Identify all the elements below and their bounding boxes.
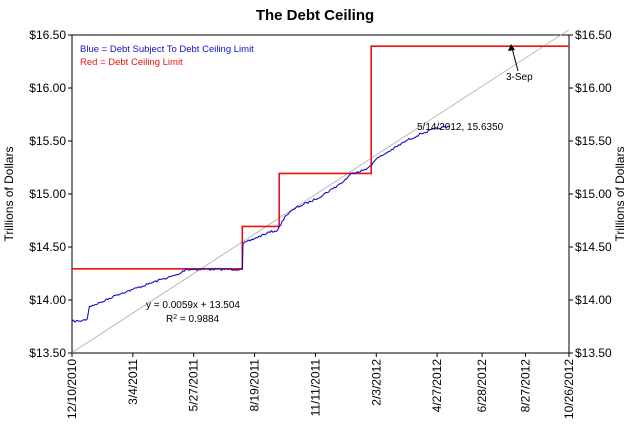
- y-tick-label-left: $16.00: [29, 81, 66, 95]
- debt-subject-to-limit-line: [71, 125, 450, 323]
- y-tick-label-left: $14.50: [29, 240, 66, 254]
- linear-trendline: [71, 29, 570, 353]
- x-tick-label: 12/10/2010: [65, 359, 79, 419]
- x-tick-label: 10/26/2012: [562, 359, 576, 419]
- x-tick-label: 6/28/2012: [475, 359, 489, 413]
- y-tick-label-right: $15.50: [575, 134, 612, 148]
- legend-entry-red: Red = Debt Ceiling Limit: [80, 57, 183, 68]
- x-axis: 12/10/2010 3/4/2011 5/27/2011 8/19/2011 11/1…: [65, 353, 576, 419]
- sep-annotation: 3-Sep: [506, 44, 533, 83]
- y-tick-label-right: $15.00: [575, 187, 612, 201]
- trend-equation-label: y = 0.0059x + 13.504: [146, 300, 240, 311]
- y-tick-label-right: $16.50: [575, 28, 612, 42]
- y-tick-label-right: $14.00: [575, 293, 612, 307]
- r-squared-value: = 0.9884: [177, 314, 219, 325]
- latest-point-label: 5/14/2012, 15.6350: [417, 122, 504, 133]
- y-tick-label-right: $16.00: [575, 81, 612, 95]
- legend: Blue = Debt Subject To Debt Ceiling Limi…: [80, 44, 254, 68]
- legend-entry-blue: Blue = Debt Subject To Debt Ceiling Limi…: [80, 44, 254, 55]
- chart-title: The Debt Ceiling: [256, 7, 374, 24]
- x-tick-label: 8/19/2011: [248, 359, 262, 412]
- y-tick-label-left: $14.00: [29, 293, 66, 307]
- y-axis-left: $13.50 $14.00 $14.50 $15.00 $15.50 $16.00 $16.…: [29, 28, 72, 360]
- y-tick-label-left: $15.50: [29, 134, 66, 148]
- r-squared-sup: 2: [173, 314, 177, 321]
- sep-arrow-head: [508, 44, 515, 51]
- x-tick-label: 5/27/2011: [187, 359, 201, 412]
- y-axis-title-right: Trillions of Dollars: [613, 147, 627, 242]
- r-squared-r: R: [166, 314, 173, 325]
- y-axis-title-left: Trillions of Dollars: [2, 147, 16, 242]
- y-tick-label-left: $16.50: [29, 28, 66, 42]
- y-tick-label-right: $13.50: [575, 346, 612, 360]
- x-tick-label: 2/3/2012: [369, 359, 383, 406]
- y-tick-label-left: $13.50: [29, 346, 66, 360]
- r-squared-label: R2 = 0.9884: [166, 314, 220, 326]
- sep-label: 3-Sep: [506, 72, 533, 83]
- y-tick-label-right: $14.50: [575, 240, 612, 254]
- y-tick-label-left: $15.00: [29, 187, 66, 201]
- x-tick-label: 3/4/2011: [126, 359, 140, 405]
- y-axis-right: $13.50 $14.00 $14.50 $15.00 $15.50 $16.00 $16.…: [569, 28, 612, 360]
- x-tick-label: 8/27/2012: [519, 359, 533, 413]
- x-tick-label: 4/27/2012: [430, 359, 444, 413]
- plot-area: [71, 34, 570, 354]
- series-layer: [71, 29, 570, 353]
- sep-arrow-line: [511, 47, 519, 72]
- x-tick-label: 11/11/2011: [308, 359, 322, 417]
- trendline-equation: y = 0.0059x + 13.504 R2 = 0.9884: [146, 300, 240, 325]
